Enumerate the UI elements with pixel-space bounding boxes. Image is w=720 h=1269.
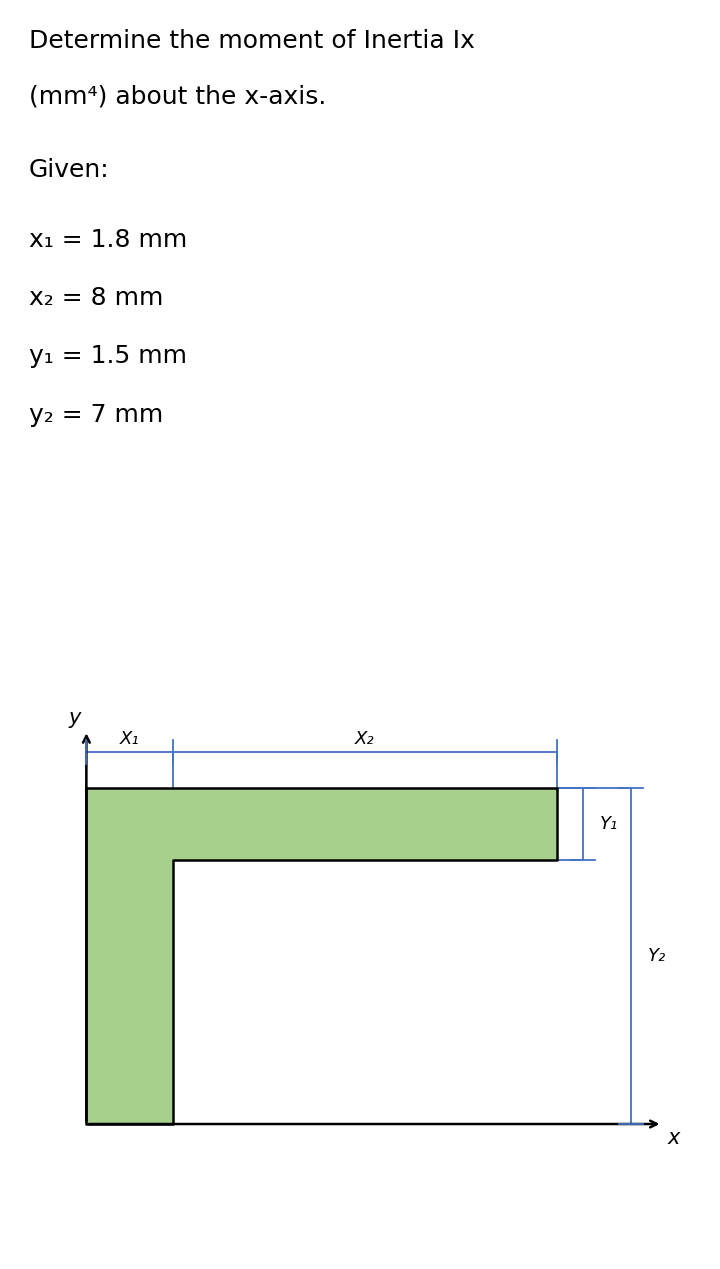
Bar xyxy=(86,788,173,1124)
Text: Y₁: Y₁ xyxy=(600,815,618,832)
Bar xyxy=(86,788,557,860)
Text: x: x xyxy=(667,1128,680,1148)
Text: X₂: X₂ xyxy=(355,730,374,749)
Text: Y₂: Y₂ xyxy=(648,947,666,964)
Text: X₁: X₁ xyxy=(120,730,140,749)
Text: y₁ = 1.5 mm: y₁ = 1.5 mm xyxy=(29,344,186,368)
Text: x₁ = 1.8 mm: x₁ = 1.8 mm xyxy=(29,227,187,251)
Text: y: y xyxy=(68,708,81,728)
Text: Determine the moment of Inertia Ix: Determine the moment of Inertia Ix xyxy=(29,29,474,53)
Text: x₂ = 8 mm: x₂ = 8 mm xyxy=(29,286,163,310)
Text: (mm⁴) about the x-axis.: (mm⁴) about the x-axis. xyxy=(29,85,326,109)
Text: y₂ = 7 mm: y₂ = 7 mm xyxy=(29,402,163,426)
Text: Given:: Given: xyxy=(29,157,109,181)
